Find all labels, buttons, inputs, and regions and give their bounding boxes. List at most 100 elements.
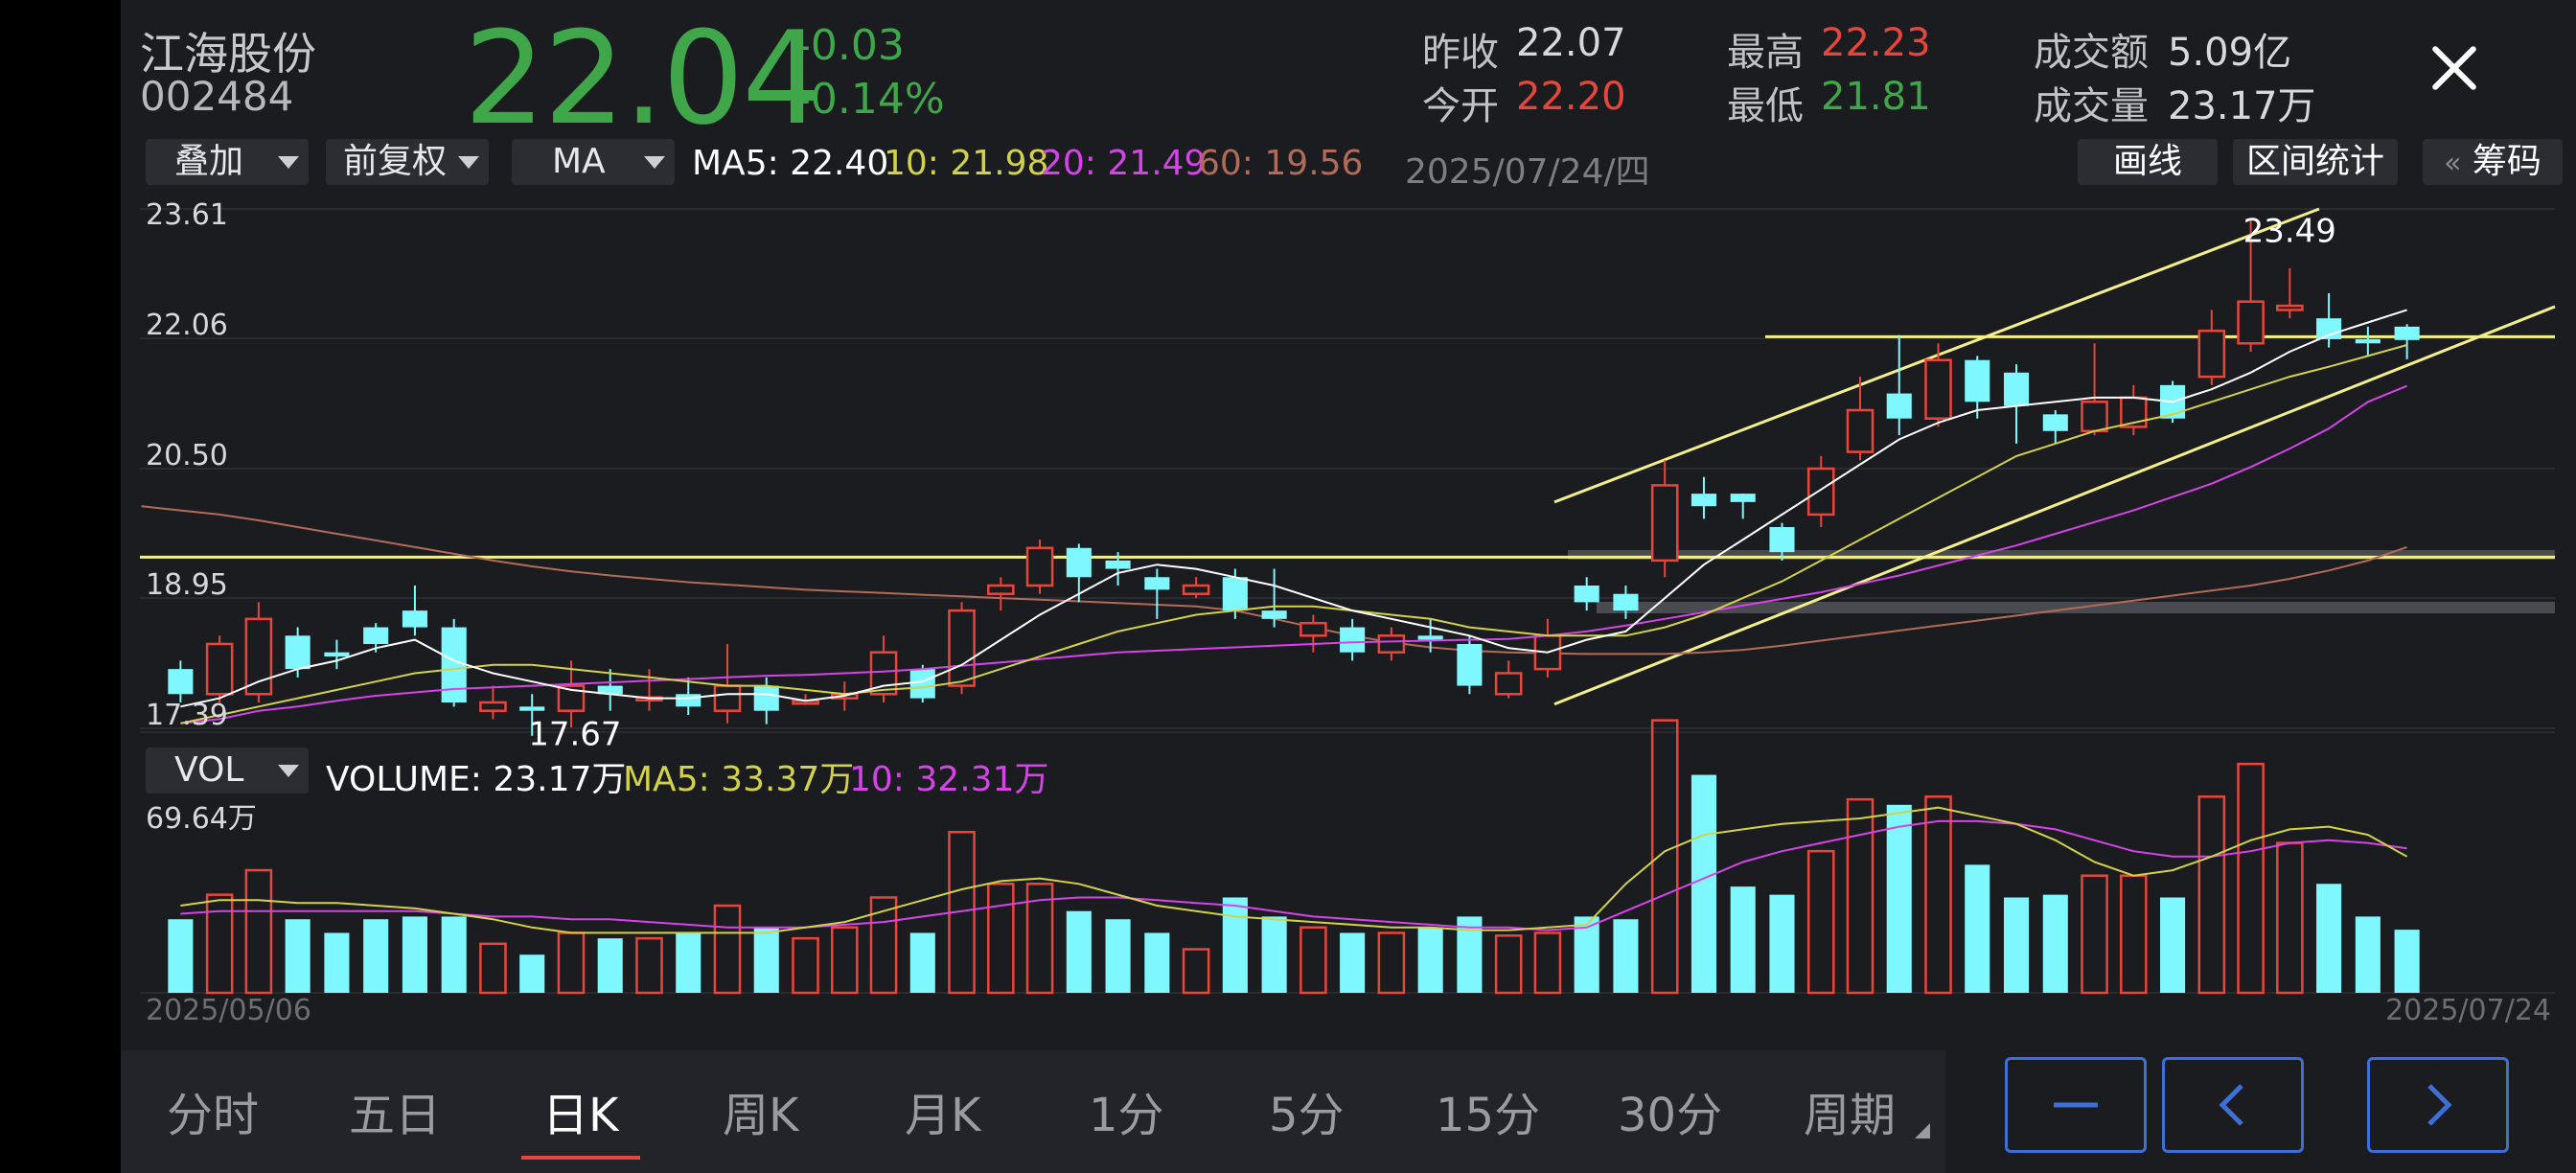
- volume-bar-up: [792, 936, 819, 995]
- candle-down: [1340, 627, 1366, 653]
- candle-down: [1730, 494, 1756, 502]
- overlay-dropdown-label: 叠加: [174, 142, 244, 181]
- left-edge-bar: [0, 0, 121, 1173]
- draw-line-button[interactable]: 画线: [2078, 139, 2218, 185]
- ma10-line: [180, 344, 2407, 724]
- candle-down: [2042, 414, 2068, 431]
- chevron-down-icon: [458, 156, 479, 169]
- stock-detail-screen: 江海股份 002484 22.04 -0.03 -0.14% 昨收 22.07 …: [121, 0, 2576, 1173]
- volume-bar-down: [909, 932, 935, 993]
- candle-down: [2394, 326, 2420, 340]
- volume-bar-down: [402, 916, 427, 993]
- tab-monthly-k[interactable]: 月K: [905, 1089, 981, 1142]
- volume-bar-down: [597, 938, 623, 993]
- volume-bar-up: [1377, 932, 1406, 995]
- volume-bar-up: [635, 936, 663, 995]
- tab-five-day[interactable]: 五日: [349, 1089, 442, 1142]
- candle-up: [1846, 408, 1874, 453]
- adjust-dropdown[interactable]: 前复权: [326, 139, 489, 185]
- candle-up: [948, 609, 976, 687]
- volume-bar-up: [2081, 874, 2108, 995]
- overlay-dropdown[interactable]: 叠加: [146, 139, 309, 185]
- candle-up: [2276, 304, 2304, 311]
- candle-down: [2355, 338, 2380, 344]
- tab-15-min[interactable]: 15分: [1436, 1089, 1541, 1142]
- volume-bar-down: [324, 932, 350, 993]
- support-band: [1568, 550, 2555, 560]
- candle-up: [1494, 672, 1523, 696]
- tab-30-min[interactable]: 30分: [1618, 1089, 1723, 1142]
- stock-code: 002484: [140, 73, 294, 120]
- volume-ma5-line: [180, 806, 2408, 934]
- tab-5-min[interactable]: 5分: [1269, 1089, 1345, 1142]
- candle-up: [2081, 401, 2108, 433]
- volume-bar-up: [713, 904, 742, 995]
- volume-max-label: 69.64万: [146, 802, 257, 836]
- candle-down: [909, 669, 935, 699]
- chevron-down-icon: [278, 765, 299, 777]
- volume-bar-down: [1574, 916, 1599, 993]
- candle-up: [1377, 634, 1406, 654]
- volume-bar-up: [1533, 932, 1562, 995]
- tab-period[interactable]: 周期: [1804, 1089, 1897, 1142]
- open-label: 今开: [1422, 84, 1499, 128]
- prev-close-label: 昨收: [1422, 31, 1499, 75]
- tab-weekly-k[interactable]: 周K: [723, 1089, 799, 1142]
- tab-intraday[interactable]: 分时: [167, 1089, 260, 1142]
- volume-bar-down: [441, 916, 467, 993]
- period-corner-icon: [1915, 1123, 1930, 1138]
- volume-bar-down: [1417, 927, 1443, 993]
- indicator-dropdown[interactable]: MA: [512, 139, 675, 185]
- chart-date: 2025/07/24/四: [1405, 152, 1650, 192]
- volume-bar-down: [1965, 864, 1990, 993]
- trend-line: [1553, 305, 2556, 706]
- active-tab-indicator: [521, 1156, 640, 1160]
- scroll-right-button[interactable]: [2367, 1057, 2509, 1153]
- amount-value: 5.09亿: [2168, 31, 2292, 75]
- chips-button-label: 筹码: [2472, 142, 2542, 181]
- volume-bar-up: [244, 868, 273, 995]
- price-tick-label: 20.50: [146, 439, 228, 472]
- candle-up: [205, 642, 234, 696]
- candle-down: [519, 706, 545, 711]
- tab-daily-k[interactable]: 日K: [542, 1089, 619, 1142]
- minus-icon: [2054, 1102, 2098, 1108]
- chips-button[interactable]: « 筹码: [2423, 139, 2563, 185]
- candle-up: [1025, 546, 1054, 587]
- candle-down: [2003, 372, 2030, 406]
- zoom-out-button[interactable]: [2005, 1057, 2147, 1153]
- volume-bar-down: [1222, 897, 1248, 993]
- volume-bar-up: [830, 926, 859, 995]
- kline-chart[interactable]: 23.61 22.06 20.50 18.95 17.39 23.49 17.67 69.6…: [121, 0, 2576, 1045]
- volume-bar-up: [2197, 795, 2226, 995]
- candle-down: [1965, 359, 1990, 402]
- adjust-dropdown-label: 前复权: [343, 142, 448, 181]
- price-tick-label: 17.39: [146, 699, 228, 732]
- candle-down: [324, 652, 350, 657]
- candle-down: [1574, 585, 1599, 603]
- volume-bar-up: [205, 893, 234, 995]
- candle-down: [1261, 610, 1287, 619]
- timeframe-tab-bar: [121, 1050, 1945, 1173]
- amount-label: 成交额: [2034, 31, 2149, 75]
- volume-legend: VOLUME: 23.17万: [326, 760, 627, 799]
- volume-bar-down: [1613, 919, 1639, 993]
- candle-down: [753, 685, 779, 711]
- chevron-down-icon: [644, 156, 665, 169]
- volume-bar-down: [2355, 916, 2380, 993]
- candle-up: [1182, 584, 1210, 595]
- volume-bar-up: [987, 883, 1015, 995]
- candle-down: [441, 627, 467, 702]
- high-label: 最高: [1727, 31, 1804, 75]
- tab-1-min[interactable]: 1分: [1089, 1089, 1164, 1142]
- low-label: 最低: [1727, 84, 1804, 128]
- range-stats-button[interactable]: 区间统计: [2233, 139, 2398, 185]
- volume-bar-up: [479, 942, 507, 995]
- scroll-left-button[interactable]: [2162, 1057, 2304, 1153]
- open-value: 22.20: [1516, 75, 1626, 119]
- ma20-legend: 20: 21.49: [1041, 144, 1207, 183]
- volume-bar-up: [1846, 797, 1874, 995]
- volume-bar-down: [1261, 916, 1287, 993]
- volume-indicator-dropdown[interactable]: VOL: [146, 748, 309, 794]
- volume-bar-down: [1769, 894, 1795, 993]
